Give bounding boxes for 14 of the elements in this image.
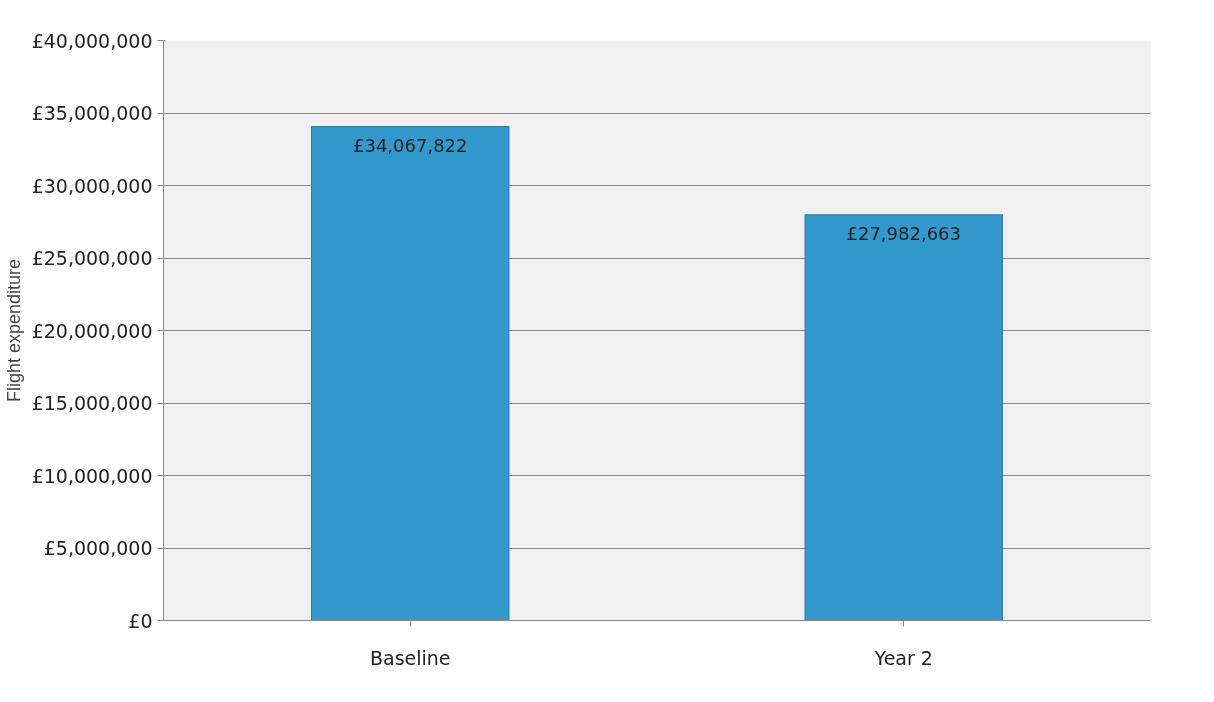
y-tick-label: £10,000,000 [31,464,153,487]
y-tick-label: £20,000,000 [31,319,153,342]
y-tick-label: £15,000,000 [31,392,153,414]
x-tick-label: Baseline [369,646,451,669]
y-tick-label: £30,000,000 [31,174,153,197]
y-tick-label: £5,000,000 [43,537,153,559]
y-axis-title: Flight expenditure [3,258,24,403]
x-tick-label: Year 2 [873,646,933,669]
y-tick-label: £0 [128,609,153,632]
data-label: £27,982,663 [846,222,962,244]
y-tick-label: £35,000,000 [31,102,153,124]
data-label: £34,067,822 [352,134,468,156]
y-tick-label: £25,000,000 [31,247,153,269]
y-tick-label: £40,000,000 [31,29,153,52]
